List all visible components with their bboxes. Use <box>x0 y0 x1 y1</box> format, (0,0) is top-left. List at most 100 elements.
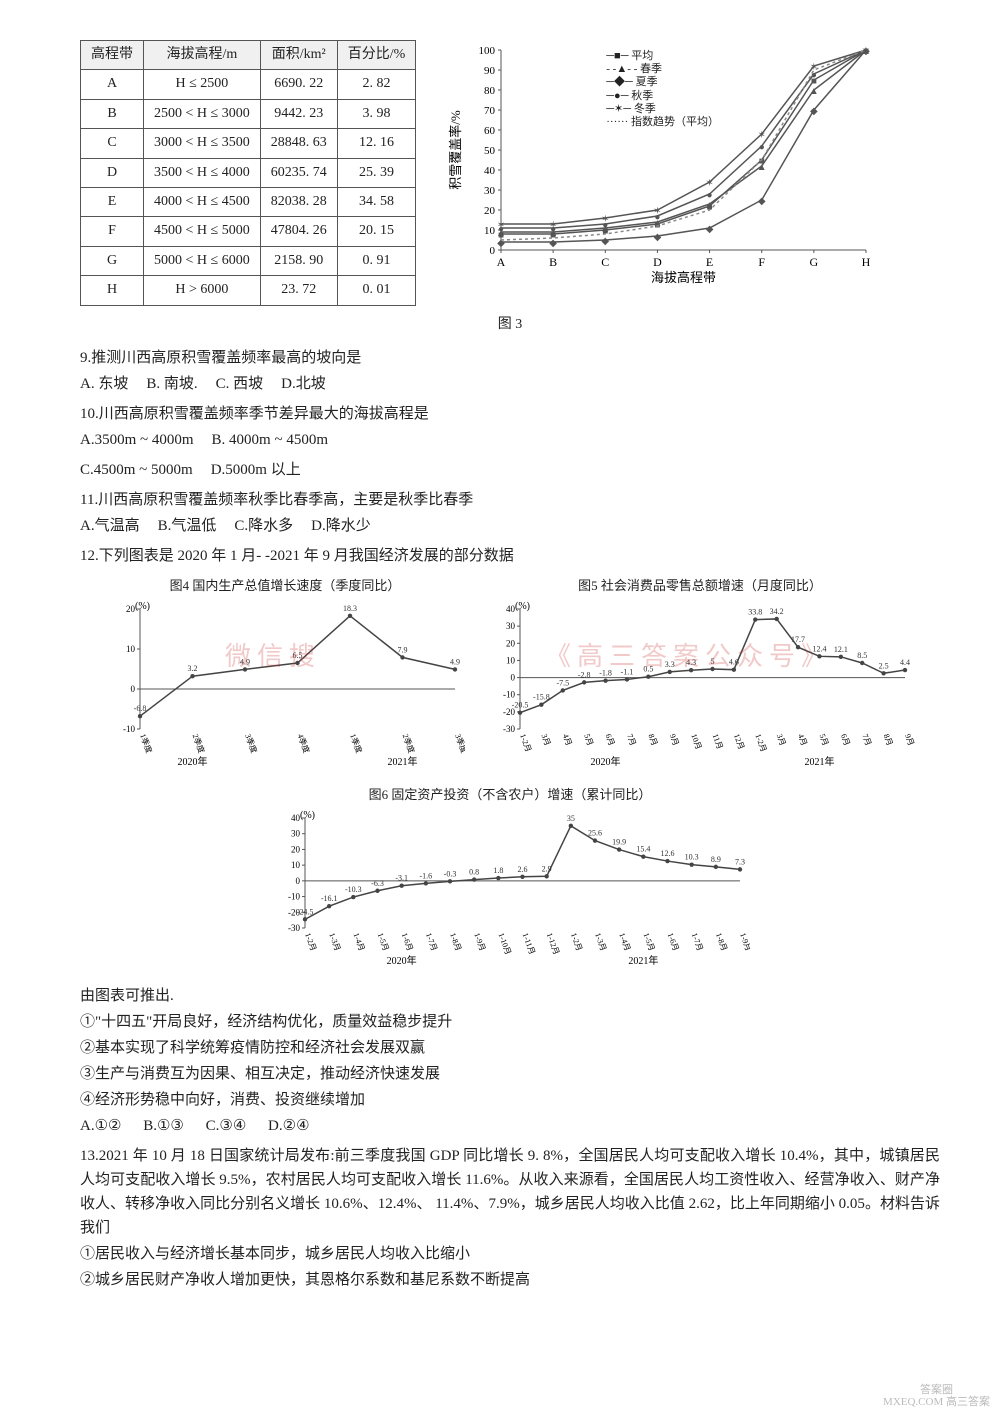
q12-lead: 由图表可推出. <box>80 984 940 1008</box>
svg-text:1-12月: 1-12月 <box>545 931 561 955</box>
svg-text:20: 20 <box>484 205 496 217</box>
econ-charts-row2: 图6 固定资产投资（不含农户）增速（累计同比） -30-20-100102030… <box>80 785 940 976</box>
th-band: 高程带 <box>81 41 144 70</box>
svg-text:1-10月: 1-10月 <box>496 931 512 955</box>
svg-text:-6.3: -6.3 <box>371 878 384 887</box>
svg-text:C: C <box>602 255 610 269</box>
svg-text:1-2月: 1-2月 <box>303 931 318 952</box>
invest-chart: 图6 固定资产投资（不含农户）增速（累计同比） -30-20-100102030… <box>270 785 750 976</box>
svg-text:7月: 7月 <box>860 732 873 746</box>
svg-text:50: 50 <box>484 145 496 157</box>
question-13: 13.2021 年 10 月 18 日国家统计局发布:前三季度我国 GDP 同比… <box>80 1144 940 1240</box>
svg-text:1-2月: 1-2月 <box>518 732 533 753</box>
svg-text:●: ● <box>707 190 713 201</box>
econ-charts-row1: 图4 国内生产总值增长速度（季度同比） -1001020(%)-6.83.24.… <box>80 576 940 777</box>
svg-text:17.7: 17.7 <box>791 635 805 644</box>
svg-text:3季度: 3季度 <box>453 732 465 754</box>
svg-text:-10: -10 <box>503 689 515 699</box>
svg-text:15.4: 15.4 <box>636 844 650 853</box>
question-11-options: A.气温高B.气温低C.降水多D.降水少 <box>80 514 940 538</box>
q12-item1: ①"十四五"开局良好，经济结构优化，质量效益稳步提升 <box>80 1010 940 1034</box>
svg-text:8.5: 8.5 <box>857 651 867 660</box>
svg-text:2020年: 2020年 <box>591 755 621 768</box>
question-9-options: A. 东坡B. 南坡.C. 西坡D.北坡 <box>80 372 940 396</box>
svg-text:-16.1: -16.1 <box>321 894 338 903</box>
svg-text:2.5: 2.5 <box>879 661 889 670</box>
svg-text:33.8: 33.8 <box>748 607 762 616</box>
svg-text:1-9月: 1-9月 <box>738 931 750 952</box>
svg-text:2021年: 2021年 <box>804 755 834 768</box>
svg-text:30: 30 <box>484 185 496 197</box>
svg-text:8.9: 8.9 <box>711 854 721 863</box>
svg-text:◆: ◆ <box>706 224 714 235</box>
q12-item3: ③生产与消费互为因果、相互决定，推动经济快速发展 <box>80 1062 940 1086</box>
svg-text:◆: ◆ <box>602 236 610 247</box>
svg-text:19.9: 19.9 <box>612 837 626 846</box>
svg-text:✶: ✶ <box>653 206 661 217</box>
svg-text:1-11月: 1-11月 <box>521 931 537 955</box>
svg-text:3月: 3月 <box>775 732 788 746</box>
svg-text:2021年: 2021年 <box>628 954 658 967</box>
question-12: 12.下列图表是 2020 年 1 月- -2021 年 9 月我国经济发展的部… <box>80 544 940 568</box>
svg-text:10: 10 <box>126 644 136 654</box>
svg-text:4.6: 4.6 <box>729 657 739 666</box>
svg-text:0: 0 <box>296 875 301 885</box>
svg-text:1-2月: 1-2月 <box>569 931 584 952</box>
svg-text:-30: -30 <box>503 724 515 734</box>
svg-text:12.1: 12.1 <box>834 645 848 654</box>
svg-text:1-6月: 1-6月 <box>400 931 415 952</box>
svg-text:35: 35 <box>567 813 575 822</box>
th-altitude: 海拔高程/m <box>144 41 261 70</box>
svg-text:6.5: 6.5 <box>293 651 303 660</box>
svg-text:100: 100 <box>479 45 496 57</box>
svg-text:1-6月: 1-6月 <box>666 931 681 952</box>
svg-text:3.3: 3.3 <box>665 660 675 669</box>
svg-text:(%): (%) <box>135 601 150 612</box>
svg-text:34.2: 34.2 <box>770 607 784 616</box>
svg-text:-20.5: -20.5 <box>512 700 529 709</box>
svg-text:25.6: 25.6 <box>588 828 602 837</box>
svg-text:-0.3: -0.3 <box>444 869 457 878</box>
svg-text:-15.8: -15.8 <box>533 692 550 701</box>
svg-text:-30: -30 <box>288 923 300 933</box>
svg-text:5月: 5月 <box>818 732 831 746</box>
svg-text:12.4: 12.4 <box>812 644 826 653</box>
svg-text:8月: 8月 <box>882 732 895 746</box>
svg-text:1.8: 1.8 <box>493 866 503 875</box>
th-area: 面积/km² <box>260 41 337 70</box>
svg-text:-10: -10 <box>288 891 300 901</box>
svg-text:✶: ✶ <box>549 220 557 231</box>
retail-chart: 图5 社会消费品零售总额增速（月度同比） -30-20-10010203040(… <box>485 576 915 777</box>
svg-text:1-2月: 1-2月 <box>753 732 768 753</box>
question-11: 11.川西高原积雪覆盖频率秋季比春季高，主要是秋季比春季 <box>80 488 940 512</box>
svg-text:2020年: 2020年 <box>387 954 417 967</box>
svg-text:1-7月: 1-7月 <box>690 931 705 952</box>
svg-text:2.9: 2.9 <box>542 864 552 873</box>
snow-legend: ─■─ 平均 - -▲- - 春季 ─◆─ 夏季 ─●─ 秋季 ─✶─ 冬季 ·… <box>606 50 719 129</box>
svg-text:-7.5: -7.5 <box>556 678 569 687</box>
svg-text:海拔高程带: 海拔高程带 <box>651 270 716 285</box>
svg-text:1-7月: 1-7月 <box>424 931 439 952</box>
svg-text:10月: 10月 <box>689 732 703 750</box>
svg-text:4.3: 4.3 <box>686 658 696 667</box>
svg-text:✶: ✶ <box>758 130 766 141</box>
q12-item2: ②基本实现了科学统筹疫情防控和经济社会发展双赢 <box>80 1036 940 1060</box>
svg-text:4.4: 4.4 <box>900 658 910 667</box>
svg-text:◆: ◆ <box>550 238 558 249</box>
svg-text:10.3: 10.3 <box>685 852 699 861</box>
svg-text:11月: 11月 <box>711 732 725 750</box>
svg-text:7.9: 7.9 <box>398 645 408 654</box>
q13-item2: ②城乡居民财产净收人增加更快，其恩格尔系数和基尼系数不断提高 <box>80 1268 940 1292</box>
svg-text:1-5月: 1-5月 <box>641 931 656 952</box>
svg-text:1-5月: 1-5月 <box>376 931 391 952</box>
svg-text:◆: ◆ <box>810 106 818 117</box>
svg-text:9月: 9月 <box>903 732 915 746</box>
svg-text:4月: 4月 <box>796 732 809 746</box>
svg-text:3.2: 3.2 <box>188 664 198 673</box>
svg-text:80: 80 <box>484 85 496 97</box>
svg-text:5月: 5月 <box>582 732 595 746</box>
svg-text:10: 10 <box>484 225 496 237</box>
svg-text:7月: 7月 <box>625 732 638 746</box>
svg-text:5: 5 <box>711 657 715 666</box>
question-9: 9.推测川西高原积雪覆盖频率最高的坡向是 <box>80 346 940 370</box>
